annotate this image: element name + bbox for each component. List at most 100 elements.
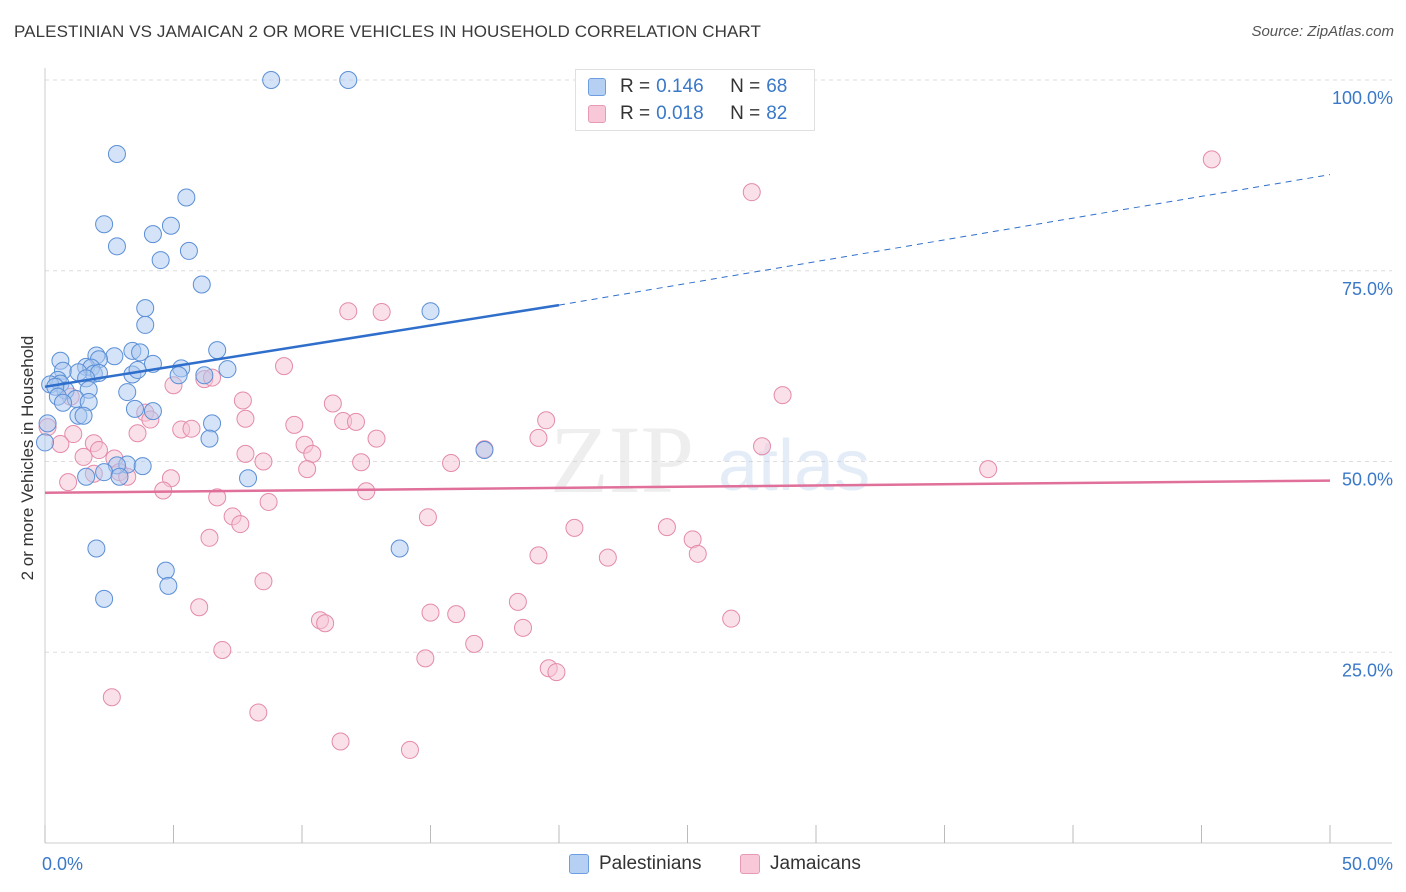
jamaicans-point bbox=[742, 183, 761, 202]
jamaicans-point bbox=[598, 548, 617, 567]
palestinians-point bbox=[143, 402, 162, 421]
palestinians-point bbox=[105, 347, 124, 366]
chart-title: PALESTINIAN VS JAMAICAN 2 OR MORE VEHICL… bbox=[14, 22, 761, 41]
palestinians-point bbox=[151, 251, 170, 270]
jamaicans-point bbox=[74, 447, 93, 466]
x-tick-labels: 0.0% 50.0% bbox=[42, 854, 1393, 874]
palestinians-point bbox=[38, 414, 57, 433]
jamaicans-point bbox=[416, 649, 435, 668]
jamaicans-point bbox=[249, 703, 268, 722]
jamaicans-point bbox=[236, 444, 255, 463]
jamaicans-swatch bbox=[588, 105, 606, 123]
legend-item-palestinians[interactable]: Palestinians bbox=[569, 851, 701, 877]
stats-legend: R = 0.146 N = 68 R = 0.018 N = 82 bbox=[575, 69, 815, 131]
watermark-zip: ZIP bbox=[550, 406, 694, 513]
y-tick-labels: 100.0% 75.0% 50.0% 25.0% bbox=[1332, 88, 1393, 680]
palestinians-point bbox=[87, 539, 106, 558]
palestinians-point bbox=[74, 406, 93, 425]
n-value: 82 bbox=[766, 103, 788, 124]
jamaicans-point bbox=[59, 473, 78, 492]
jamaicans-point bbox=[367, 429, 386, 448]
jamaicans-point bbox=[565, 518, 584, 537]
jamaicans-legend-swatch bbox=[740, 854, 760, 874]
r-label: R = bbox=[620, 76, 651, 97]
jamaicans-point bbox=[303, 444, 322, 463]
palestinians-point bbox=[421, 302, 440, 321]
jamaicans-point bbox=[773, 386, 792, 405]
jamaicans-point bbox=[331, 732, 350, 751]
palestinians-point bbox=[136, 315, 155, 334]
palestinians-legend-swatch bbox=[569, 854, 589, 874]
jamaicans-point bbox=[547, 663, 566, 682]
jamaicans-point bbox=[447, 605, 466, 624]
jamaicans-point bbox=[254, 452, 273, 471]
jamaicans-point bbox=[418, 508, 437, 527]
jamaicans-point bbox=[64, 425, 83, 444]
jamaicans-point bbox=[753, 437, 772, 456]
jamaicans-point bbox=[529, 546, 548, 565]
jamaicans-point bbox=[508, 592, 527, 611]
jamaicans-point bbox=[285, 415, 304, 434]
jamaicans-point bbox=[537, 411, 556, 430]
watermark-atlas: atlas bbox=[718, 426, 870, 506]
palestinians-point bbox=[208, 341, 227, 360]
palestinians-point bbox=[95, 463, 114, 482]
palestinians-trendline-extension bbox=[558, 174, 1331, 306]
jamaicans-point bbox=[339, 302, 358, 321]
jamaicans-point bbox=[89, 441, 108, 460]
jamaicans-point bbox=[190, 598, 209, 617]
y-axis-title: 2 or more Vehicles in Household bbox=[18, 335, 37, 581]
jamaicans-point bbox=[231, 515, 250, 534]
palestinians-point bbox=[169, 366, 188, 385]
palestinians-point bbox=[161, 216, 180, 235]
jamaicans-point bbox=[208, 488, 227, 507]
r-label: R = bbox=[620, 103, 651, 124]
jamaicans-point bbox=[688, 544, 707, 563]
palestinians-point bbox=[110, 467, 129, 486]
source-label: Source: ZipAtlas.com bbox=[1251, 23, 1394, 40]
palestinians-point bbox=[179, 241, 198, 260]
x-tick-label: 0.0% bbox=[42, 854, 83, 874]
jamaicans-point bbox=[236, 409, 255, 428]
jamaicans-point bbox=[421, 603, 440, 622]
jamaicans-point bbox=[1202, 150, 1221, 169]
jamaicans-point bbox=[316, 614, 335, 633]
palestinians-point bbox=[131, 343, 150, 362]
palestinians-point bbox=[475, 441, 494, 460]
jamaicans-point bbox=[722, 609, 741, 628]
palestinians-points bbox=[36, 71, 494, 608]
palestinians-point bbox=[195, 366, 214, 385]
axes bbox=[44, 68, 1392, 844]
jamaicans-point bbox=[657, 518, 676, 537]
palestinians-point bbox=[53, 393, 72, 412]
legend-item-jamaicans[interactable]: Jamaicans bbox=[740, 851, 861, 877]
jamaicans-point bbox=[298, 460, 317, 479]
palestinians-point bbox=[107, 237, 126, 256]
n-value: 68 bbox=[766, 76, 788, 97]
palestinians-point bbox=[339, 71, 358, 89]
palestinians-point bbox=[133, 457, 152, 476]
jamaicans-point bbox=[102, 688, 121, 707]
jamaicans-point bbox=[372, 302, 391, 321]
jamaicans-trendline bbox=[44, 479, 1331, 495]
jamaicans-point bbox=[213, 640, 232, 659]
x-tick-label: 50.0% bbox=[1342, 854, 1393, 874]
jamaicans-point bbox=[357, 482, 376, 501]
watermark: ZIP atlas bbox=[550, 406, 870, 513]
n-label: N = bbox=[730, 76, 761, 97]
jamaicans-point bbox=[979, 460, 998, 479]
jamaicans-point bbox=[275, 357, 294, 376]
palestinians-point bbox=[77, 467, 96, 486]
gridlines bbox=[45, 79, 1392, 653]
jamaicans-point bbox=[254, 572, 273, 591]
trendlines bbox=[44, 174, 1331, 495]
palestinians-point bbox=[136, 299, 155, 318]
stats-row-palestinians: R = 0.146 N = 68 bbox=[588, 75, 787, 99]
jamaicans-point bbox=[514, 618, 533, 637]
palestinians-point bbox=[239, 469, 258, 488]
jamaicans-point bbox=[400, 740, 419, 759]
palestinians-swatch bbox=[588, 78, 606, 96]
jamaicans-points bbox=[38, 150, 1221, 759]
jamaicans-point bbox=[465, 634, 484, 653]
